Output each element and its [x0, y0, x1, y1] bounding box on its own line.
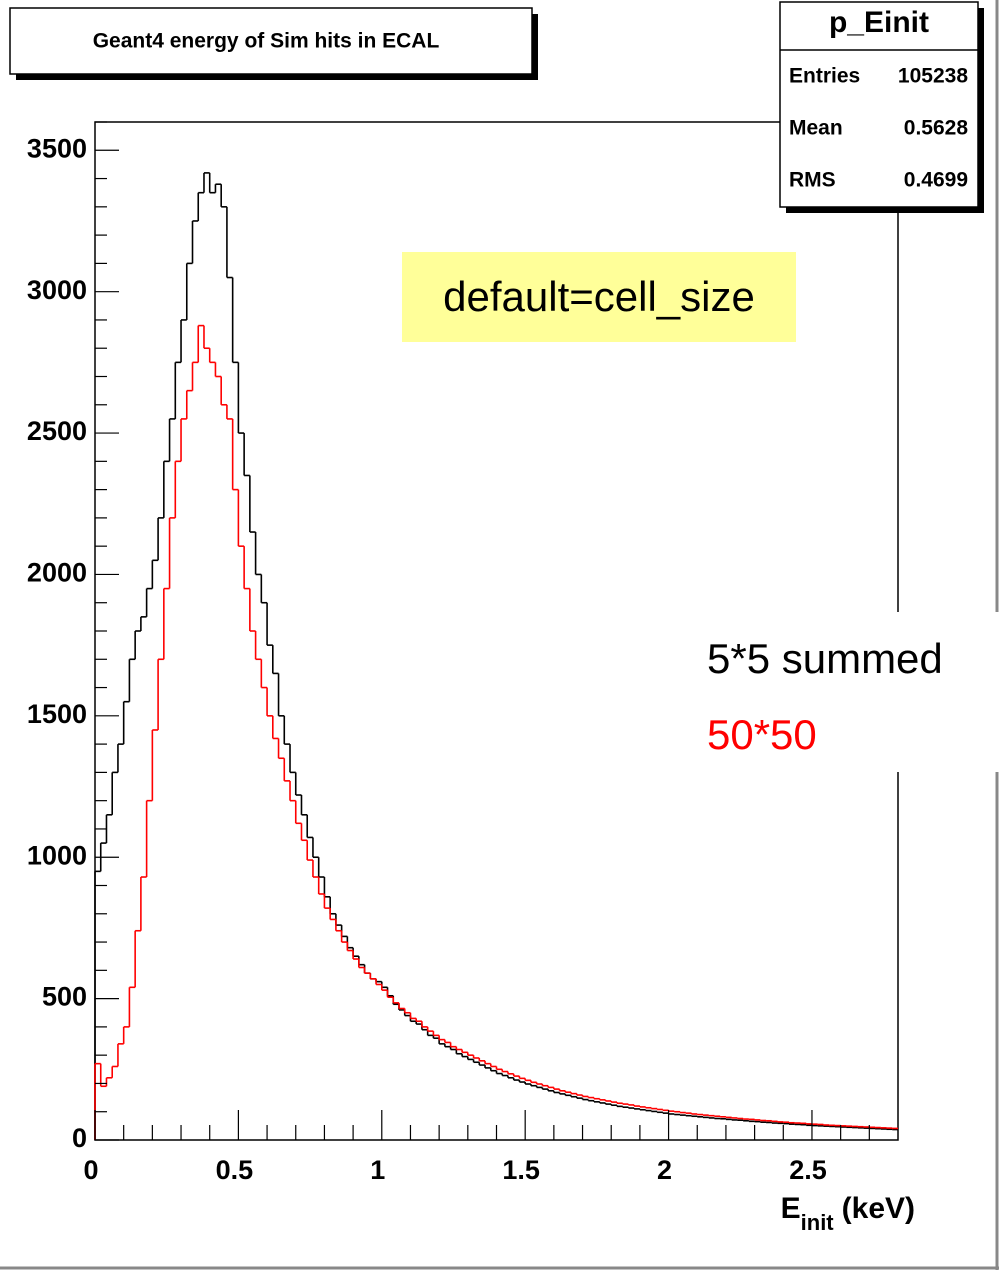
y-tick-label: 2000	[27, 558, 87, 588]
stats-title: p_Einit	[829, 6, 929, 39]
y-tick-label: 1000	[27, 840, 87, 870]
x-label-main: E	[781, 1192, 801, 1225]
legend-entry: 5*5 summed	[707, 635, 943, 682]
stats-value: 0.4699	[904, 169, 968, 192]
x-label-sub: init	[801, 1210, 835, 1235]
histogram-series	[94, 324, 898, 1140]
x-tick-label: 1.5	[502, 1155, 540, 1185]
x-tick-label: 1	[370, 1155, 385, 1185]
title-box	[9, 7, 533, 75]
x-tick-label: 2.5	[789, 1155, 827, 1185]
annotation: default=cell_size	[443, 273, 755, 320]
y-tick-label: 1500	[27, 699, 87, 729]
plot-area	[94, 172, 898, 1140]
x-label-unit: (keV)	[842, 1192, 915, 1225]
stats-label: Mean	[789, 117, 843, 140]
annotation-box	[402, 252, 796, 342]
stats-label: Entries	[789, 65, 860, 88]
legend	[688, 612, 999, 772]
histogram-series	[94, 172, 898, 1140]
legend-entry: 50*50	[707, 711, 817, 758]
stats-value: 0.5628	[904, 117, 969, 140]
stats-label: RMS	[789, 169, 836, 192]
x-tick-label: 0	[83, 1155, 98, 1185]
y-tick-label: 0	[72, 1123, 87, 1153]
x-tick-label: 0.5	[216, 1155, 254, 1185]
x-axis-label: Einit (keV)	[781, 1192, 915, 1235]
stats-value: 105238	[898, 65, 968, 88]
y-tick-label: 3500	[27, 133, 87, 163]
y-tick-label: 500	[42, 982, 87, 1012]
y-tick-label: 3000	[27, 275, 87, 305]
stats-box	[779, 1, 979, 208]
y-tick-label: 2500	[27, 416, 87, 446]
x-tick-label: 2	[657, 1155, 672, 1185]
chart-title: Geant4 energy of Sim hits in ECAL	[93, 30, 440, 53]
